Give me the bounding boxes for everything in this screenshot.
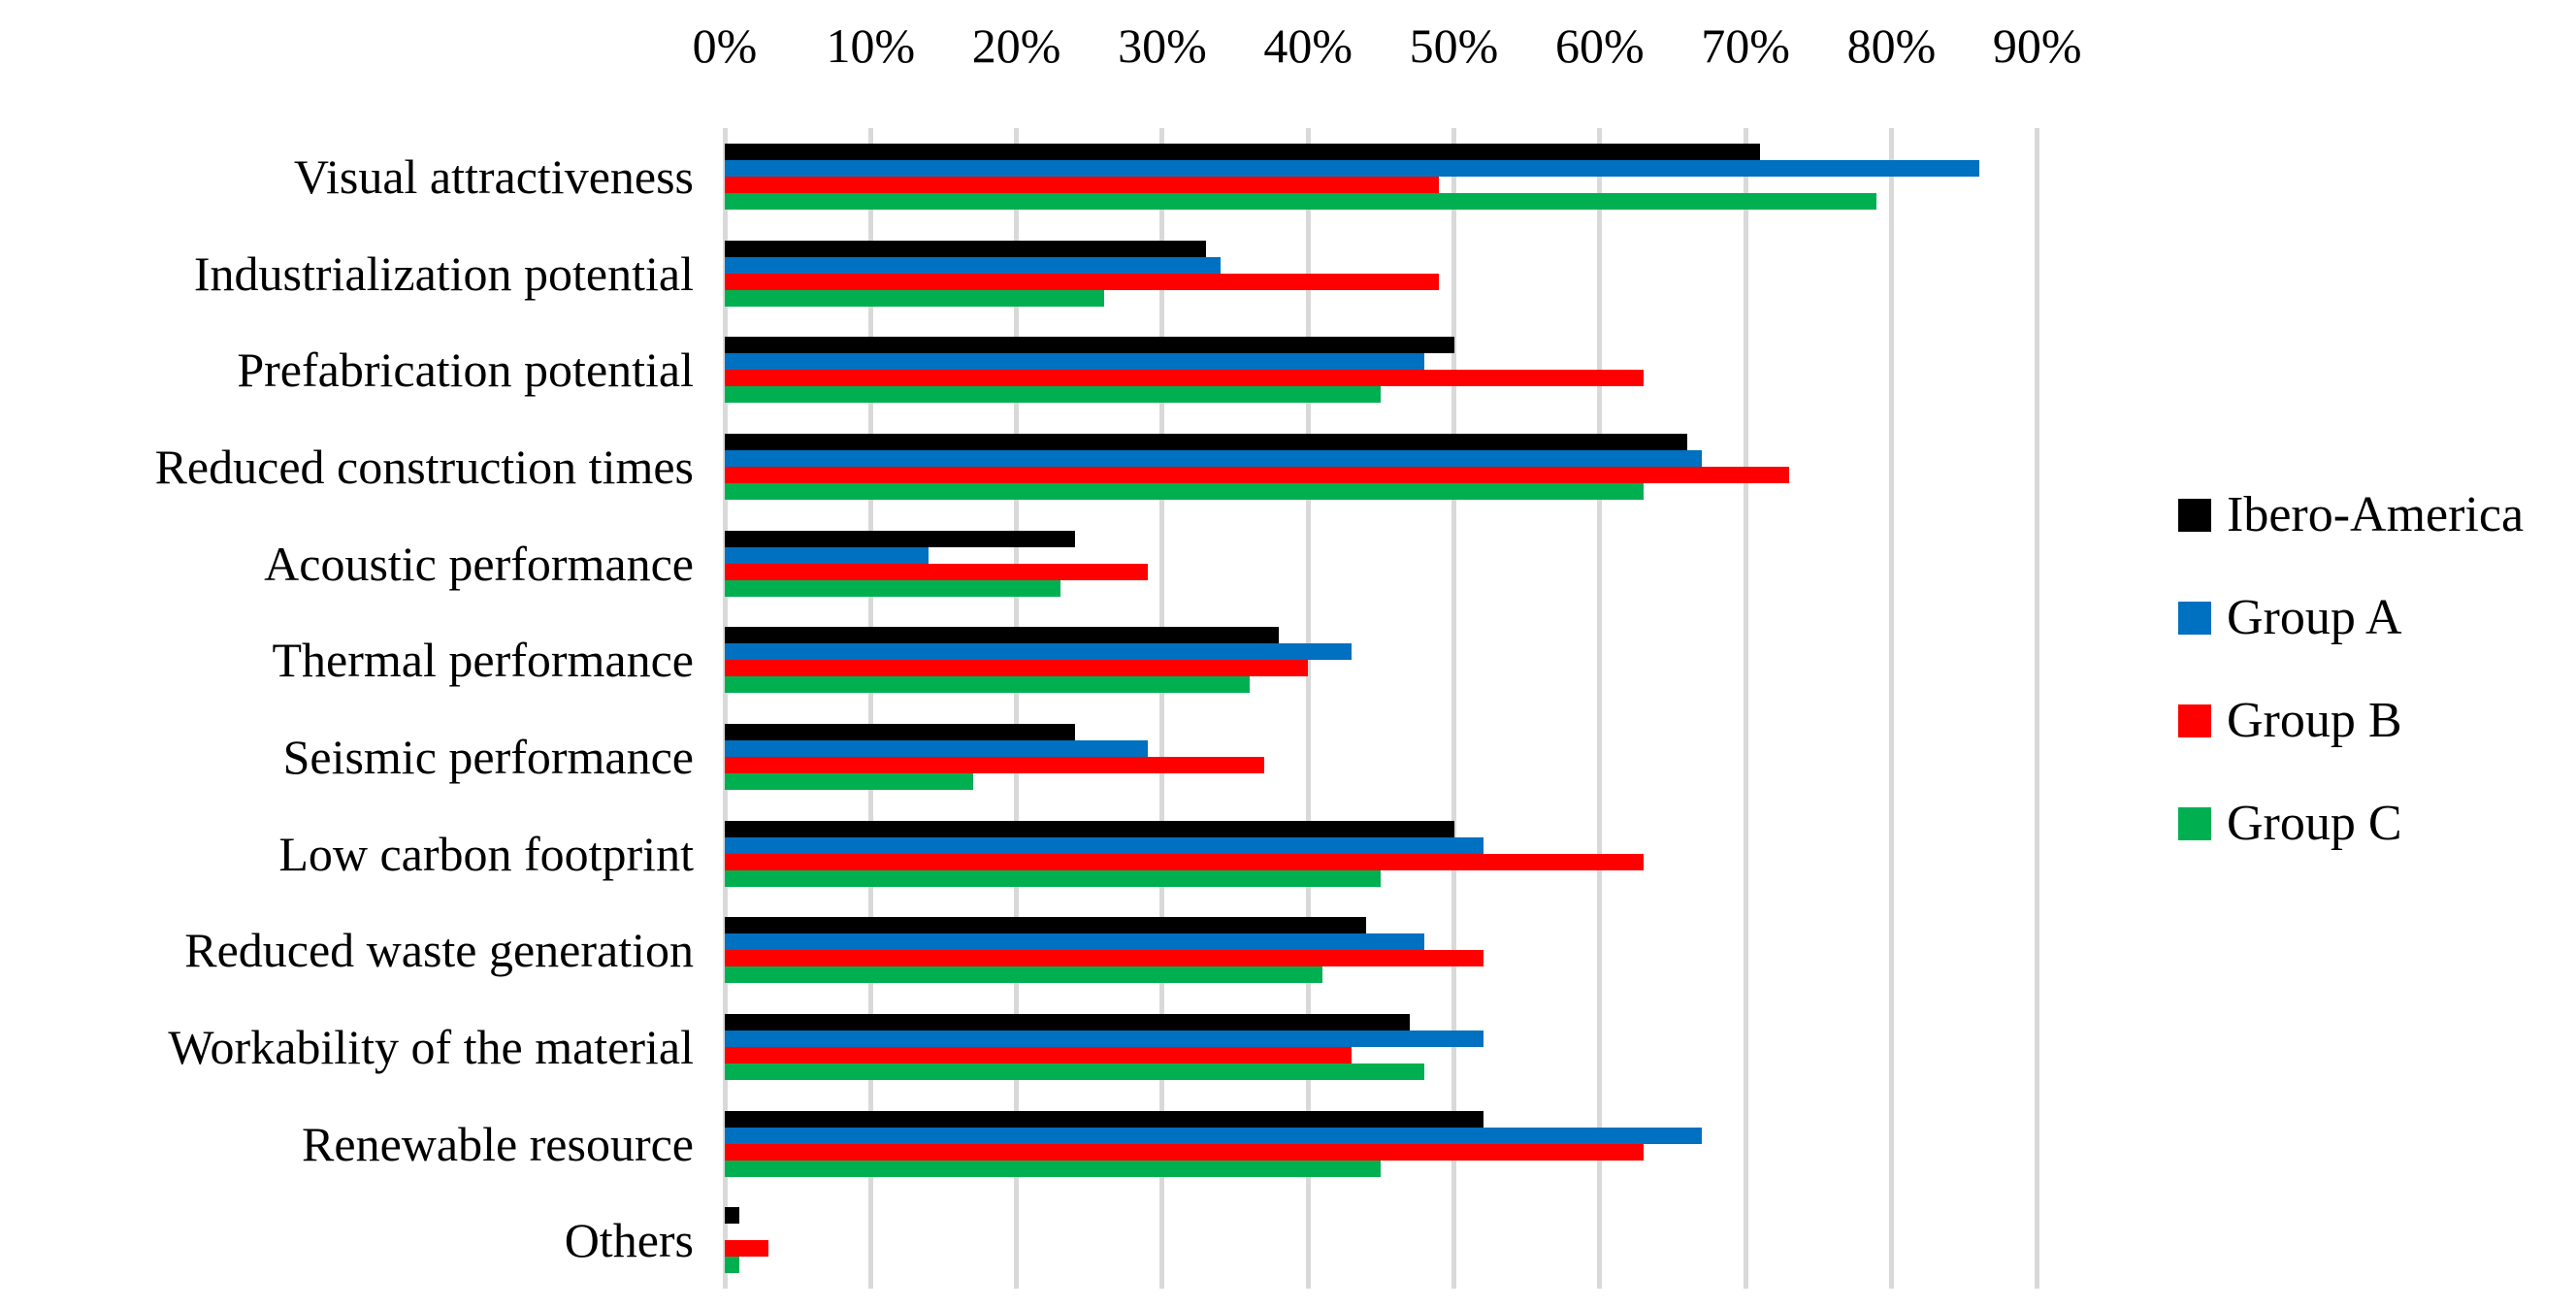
x-tick-label: 50% bbox=[1409, 18, 1499, 73]
legend-swatch-icon bbox=[2178, 499, 2211, 532]
bar-group-a-low-carbon-footprint bbox=[725, 836, 1484, 854]
legend-label: Group A bbox=[2227, 590, 2402, 645]
bar-group-a-visual-attractiveness bbox=[725, 159, 1979, 177]
bar-ibero-america-prefabrication-potential bbox=[725, 337, 1454, 354]
legend-item-ibero-america: Ibero-America bbox=[2178, 484, 2524, 546]
bar-ibero-america-workability-of-the-material bbox=[725, 1013, 1411, 1031]
bar-group-a-reduced-waste-generation bbox=[725, 933, 1425, 951]
category-label-others: Others bbox=[564, 1213, 694, 1268]
legend-swatch-icon bbox=[2178, 704, 2211, 737]
bar-group-b-reduced-waste-generation bbox=[725, 950, 1484, 967]
category-label-workability-of-the-material: Workability of the material bbox=[168, 1019, 694, 1074]
x-tick-label: 90% bbox=[1992, 18, 2082, 73]
bar-group-b-reduced-construction-times bbox=[725, 466, 1790, 483]
bar-group-c-low-carbon-footprint bbox=[725, 869, 1382, 887]
gridline-40% bbox=[1305, 128, 1311, 1289]
category-label-low-carbon-footprint: Low carbon footprint bbox=[278, 826, 694, 881]
category-label-prefabrication-potential: Prefabrication potential bbox=[237, 343, 694, 398]
bar-group-c-thermal-performance bbox=[725, 676, 1251, 694]
bar-group-a-acoustic-performance bbox=[725, 546, 929, 564]
bar-ibero-america-reduced-construction-times bbox=[725, 433, 1687, 450]
bar-group-a-thermal-performance bbox=[725, 643, 1353, 661]
bar-group-c-seismic-performance bbox=[725, 772, 973, 790]
x-tick-label: 10% bbox=[826, 18, 916, 73]
x-tick-label: 70% bbox=[1701, 18, 1790, 73]
bar-group-a-industrialization-potential bbox=[725, 256, 1222, 274]
legend-item-group-b: Group B bbox=[2178, 690, 2402, 752]
bar-group-b-seismic-performance bbox=[725, 756, 1265, 773]
bar-ibero-america-others bbox=[725, 1207, 740, 1225]
bar-group-b-low-carbon-footprint bbox=[725, 853, 1644, 870]
bar-group-b-visual-attractiveness bbox=[725, 176, 1440, 193]
bar-group-c-prefabrication-potential bbox=[725, 386, 1382, 404]
bar-group-a-renewable-resource bbox=[725, 1127, 1702, 1144]
bar-ibero-america-renewable-resource bbox=[725, 1110, 1484, 1128]
legend-item-group-c: Group C bbox=[2178, 793, 2402, 855]
bar-group-c-workability-of-the-material bbox=[725, 1063, 1425, 1080]
bar-ibero-america-acoustic-performance bbox=[725, 530, 1075, 547]
bar-ibero-america-visual-attractiveness bbox=[725, 143, 1761, 160]
bar-group-b-acoustic-performance bbox=[725, 563, 1148, 580]
bar-ibero-america-seismic-performance bbox=[725, 723, 1075, 740]
category-label-reduced-waste-generation: Reduced waste generation bbox=[184, 923, 694, 978]
category-label-thermal-performance: Thermal performance bbox=[272, 633, 694, 688]
category-label-industrialization-potential: Industrialization potential bbox=[193, 245, 694, 301]
gridline-0% bbox=[722, 128, 728, 1289]
x-tick-label: 30% bbox=[1118, 18, 1207, 73]
x-tick-label: 0% bbox=[692, 18, 758, 73]
gridline-10% bbox=[867, 128, 873, 1289]
gridline-50% bbox=[1451, 128, 1456, 1289]
bar-group-b-industrialization-potential bbox=[725, 273, 1440, 290]
x-tick-label: 60% bbox=[1554, 18, 1645, 73]
x-tick-label: 40% bbox=[1263, 18, 1353, 73]
bar-group-a-reduced-construction-times bbox=[725, 449, 1702, 467]
bar-group-c-acoustic-performance bbox=[725, 579, 1060, 597]
bar-ibero-america-low-carbon-footprint bbox=[725, 820, 1454, 837]
bar-group-c-renewable-resource bbox=[725, 1160, 1382, 1177]
bar-ibero-america-industrialization-potential bbox=[725, 240, 1206, 257]
bar-group-b-workability-of-the-material bbox=[725, 1046, 1353, 1064]
category-label-visual-attractiveness: Visual attractiveness bbox=[293, 148, 694, 204]
gridline-30% bbox=[1159, 128, 1165, 1289]
gridline-90% bbox=[2035, 128, 2040, 1289]
category-label-renewable-resource: Renewable resource bbox=[302, 1116, 694, 1171]
bar-ibero-america-thermal-performance bbox=[725, 627, 1280, 644]
bar-group-b-others bbox=[725, 1240, 769, 1258]
legend-swatch-icon bbox=[2178, 807, 2211, 840]
x-tick-label: 80% bbox=[1846, 18, 1937, 73]
bar-group-b-prefabrication-potential bbox=[725, 370, 1644, 387]
bar-group-a-workability-of-the-material bbox=[725, 1030, 1484, 1047]
legend-label: Group B bbox=[2227, 693, 2402, 748]
gridline-20% bbox=[1014, 128, 1020, 1289]
gridline-60% bbox=[1597, 128, 1603, 1289]
bar-group-b-thermal-performance bbox=[725, 660, 1309, 677]
category-label-reduced-construction-times: Reduced construction times bbox=[154, 439, 694, 494]
legend-label: Ibero-America bbox=[2227, 487, 2525, 542]
bar-group-a-prefabrication-potential bbox=[725, 353, 1425, 371]
legend-item-group-a: Group A bbox=[2178, 587, 2402, 649]
category-label-seismic-performance: Seismic performance bbox=[282, 729, 694, 784]
bar-group-c-industrialization-potential bbox=[725, 289, 1104, 307]
legend-label: Group C bbox=[2227, 796, 2402, 851]
gridline-80% bbox=[1888, 128, 1894, 1289]
bar-group-a-seismic-performance bbox=[725, 739, 1148, 757]
bar-group-c-visual-attractiveness bbox=[725, 192, 1877, 210]
bar-ibero-america-reduced-waste-generation bbox=[725, 917, 1367, 934]
x-tick-label: 20% bbox=[971, 18, 1061, 73]
bar-group-b-renewable-resource bbox=[725, 1143, 1644, 1161]
bar-group-c-reduced-construction-times bbox=[725, 482, 1644, 500]
category-label-acoustic-performance: Acoustic performance bbox=[264, 536, 694, 591]
legend-swatch-icon bbox=[2178, 602, 2211, 635]
bar-group-c-reduced-waste-generation bbox=[725, 966, 1323, 984]
gridline-70% bbox=[1743, 128, 1748, 1289]
bar-group-c-others bbox=[725, 1257, 740, 1274]
